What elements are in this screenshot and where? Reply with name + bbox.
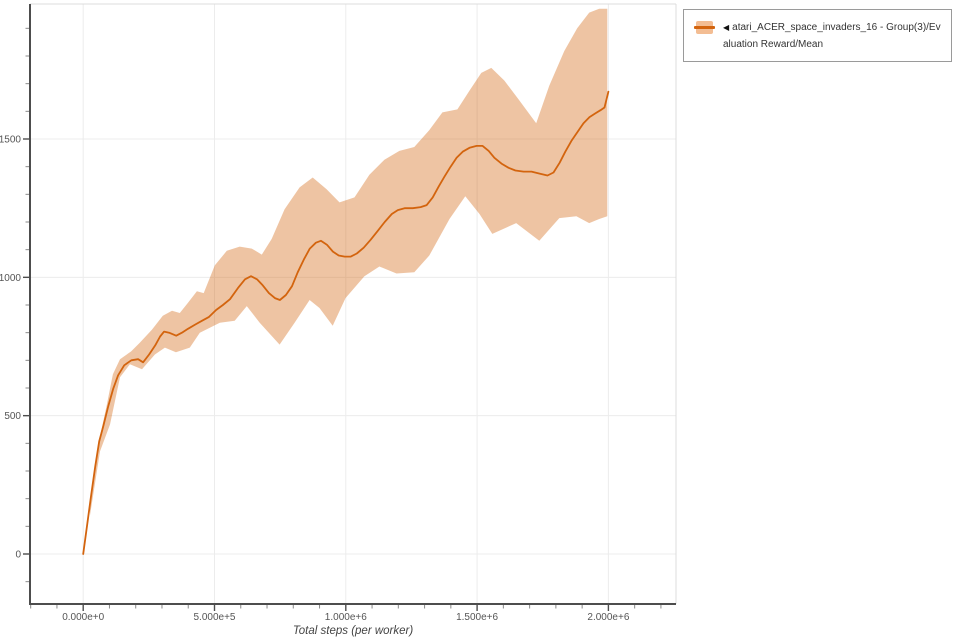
svg-text:0: 0 <box>15 550 21 561</box>
legend-item[interactable]: ◀ atari_ACER_space_invaders_16 - Group(3)… <box>694 19 942 53</box>
svg-text:1.500e+6: 1.500e+6 <box>456 612 498 623</box>
axis-spines <box>29 3 677 605</box>
svg-text:1000: 1000 <box>0 273 21 284</box>
axis-ticks <box>23 27 662 611</box>
svg-text:5.000e+5: 5.000e+5 <box>194 612 236 623</box>
series-swatch-icon <box>694 21 715 34</box>
mean-line <box>82 90 610 555</box>
svg-text:0.000e+0: 0.000e+0 <box>62 612 104 623</box>
legend-label: ◀ atari_ACER_space_invaders_16 - Group(3)… <box>723 19 942 53</box>
svg-text:1500: 1500 <box>0 134 21 145</box>
gridlines <box>30 4 676 604</box>
svg-text:500: 500 <box>4 411 21 422</box>
svg-text:2.000e+6: 2.000e+6 <box>587 612 629 623</box>
axis-tick-labels: 0.000e+0 5.000e+5 1.000e+6 1.500e+6 2.000e+6… <box>0 134 630 623</box>
collapse-triangle-icon[interactable]: ◀ <box>723 23 730 32</box>
confidence-band <box>90 8 608 516</box>
svg-text:1.000e+6: 1.000e+6 <box>325 612 367 623</box>
x-axis-title: Total steps (per worker) <box>293 625 414 637</box>
legend: ◀ atari_ACER_space_invaders_16 - Group(3)… <box>683 9 952 62</box>
legend-label-text: atari_ACER_space_invaders_16 - Group(3)/… <box>723 22 941 50</box>
